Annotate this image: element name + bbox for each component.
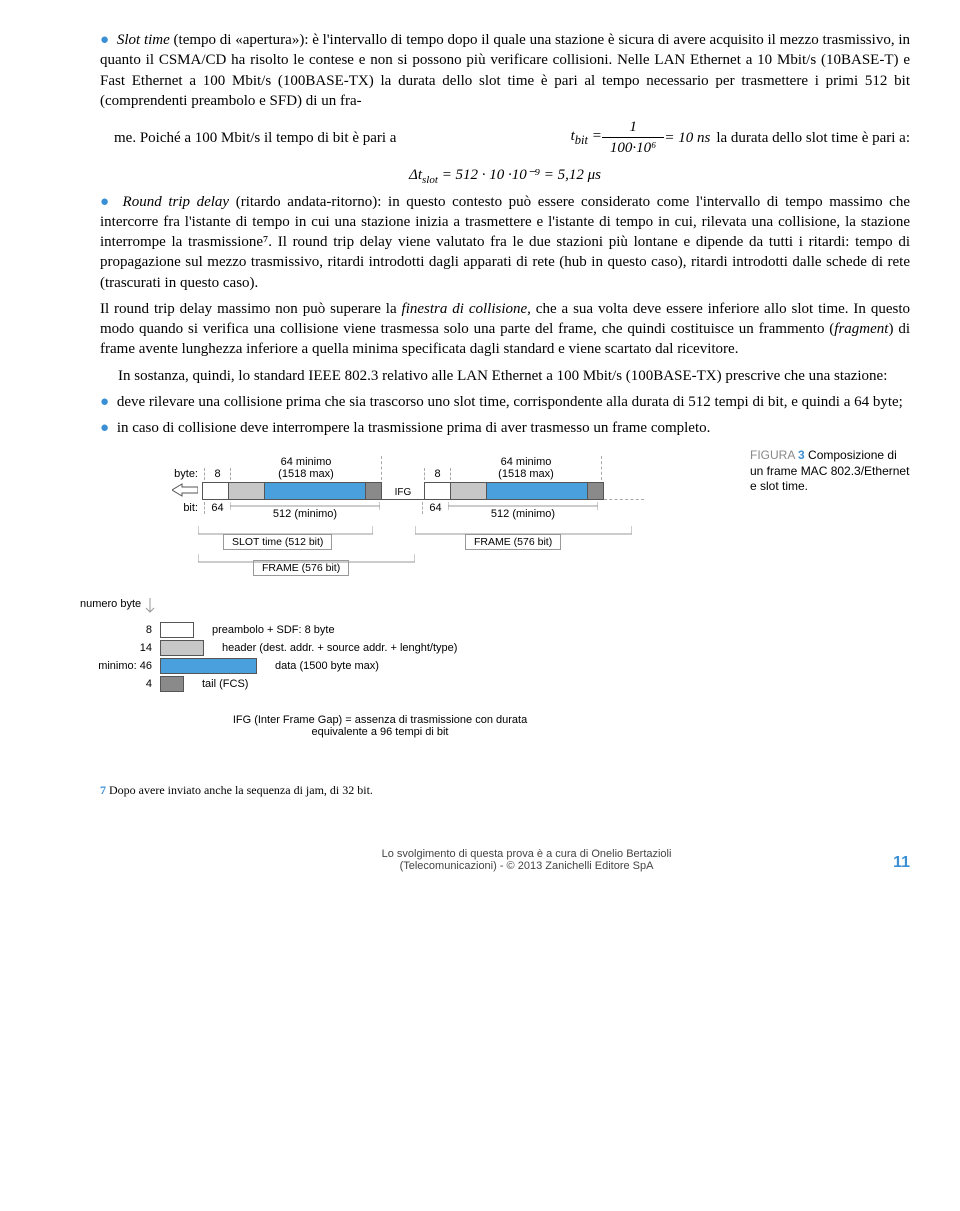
bit-64-2: 64 [422, 502, 448, 514]
tbit-rhs: = 10 ns [664, 128, 710, 148]
footnote-7: 7 Dopo avere inviato anche la sequenza d… [100, 783, 910, 798]
bullet-slot-time: ● Slot time (tempo di «apertura»): è l'i… [100, 30, 910, 111]
footer-line2: (Telecomunicazioni) - © 2013 Zanichelli … [160, 860, 893, 872]
para-ieee: In sostanza, quindi, lo standard IEEE 80… [100, 366, 910, 386]
byte-8-2: 8 [424, 468, 451, 480]
term-slot-time: Slot time [117, 32, 170, 48]
legend-label: data (1500 byte max) [275, 660, 379, 672]
bullet-dot: ● [100, 394, 109, 410]
ifg-note: IFG (Inter Frame Gap) = assenza di trasm… [140, 714, 620, 738]
figure-caption: FIGURA 3 Composizione di un frame MAC 80… [750, 444, 910, 495]
bullet-rtd: ● Round trip delay (ritardo andata-ritor… [100, 192, 910, 293]
bullet-dot: ● [100, 32, 109, 48]
legend-label: tail (FCS) [202, 678, 248, 690]
figure-diagram: byte: 8 64 minimo (1518 max) 8 64 minimo… [140, 456, 750, 738]
ifg-label: IFG [382, 487, 424, 500]
byte-label: byte: [140, 468, 204, 480]
frame-576-box-2: FRAME (576 bit) [465, 534, 561, 550]
byte-64-1b: (1518 max) [231, 468, 381, 480]
legend-count: 4 [80, 678, 160, 690]
byte-64-1a: 64 minimo [231, 456, 381, 468]
bullet-dot: ● [100, 420, 109, 436]
footnote-text: Dopo avere inviato anche la sequenza di … [106, 783, 373, 797]
legend-row: minimo: 46 data (1500 byte max) [80, 658, 750, 674]
page-number: 11 [893, 854, 910, 872]
caption-label: FIGURA [750, 448, 795, 462]
numero-byte-label: numero byte [80, 598, 750, 616]
legend-swatch [160, 676, 184, 692]
bit-64-1: 64 [204, 502, 230, 514]
legend-count: minimo: 46 [80, 660, 160, 672]
legend-swatch [160, 622, 194, 638]
bullet-detect: ● deve rilevare una collisione prima che… [100, 392, 910, 412]
bit-label: bit: [140, 502, 204, 514]
bullet-dot: ● [100, 194, 112, 210]
text-after-formula: la durata dello slot time è pari a: [716, 128, 910, 148]
bit-formula-row: me. Poiché a 100 Mbit/s il tempo di bit … [114, 117, 910, 159]
byte-8-1: 8 [204, 468, 231, 480]
legend-swatch [160, 658, 257, 674]
text-before-formula: me. Poiché a 100 Mbit/s il tempo di bit … [114, 128, 565, 148]
slot-formula: Δtslot = 512 · 10 ·10⁻⁹ = 5,12 μs [100, 165, 910, 186]
slot-time-box: SLOT time (512 bit) [223, 534, 332, 550]
legend-swatch [160, 640, 204, 656]
term-rtd: Round trip delay [123, 194, 230, 210]
tbit-lhs: tbit = [571, 126, 602, 149]
byte-64-2a: 64 minimo [451, 456, 601, 468]
arrow-left-icon [172, 483, 198, 497]
para-rtd-max: Il round trip delay massimo non può supe… [100, 299, 910, 360]
footer-line1: Lo svolgimento di questa prova è a cura … [160, 848, 893, 860]
legend-count: 8 [80, 624, 160, 636]
legend-row: 8 preambolo + SDF: 8 byte [80, 622, 750, 638]
frac-den: 100·10⁶ [602, 137, 664, 158]
detect-text: deve rilevare una collisione prima che s… [117, 394, 903, 410]
frac-num: 1 [629, 117, 637, 137]
byte-64-2b: (1518 max) [451, 468, 601, 480]
legend-count: 14 [80, 642, 160, 654]
legend-label: header (dest. addr. + source addr. + len… [222, 642, 457, 654]
page-footer: Lo svolgimento di questa prova è a cura … [0, 848, 960, 887]
bullet-interrupt: ● in caso di collisione deve interromper… [100, 418, 910, 438]
caption-number: 3 [798, 448, 805, 462]
interrupt-text: in caso di collisione deve interrompere … [117, 420, 711, 436]
legend-row: 4 tail (FCS) [80, 676, 750, 692]
legend-label: preambolo + SDF: 8 byte [212, 624, 335, 636]
legend-row: 14 header (dest. addr. + source addr. + l… [80, 640, 750, 656]
